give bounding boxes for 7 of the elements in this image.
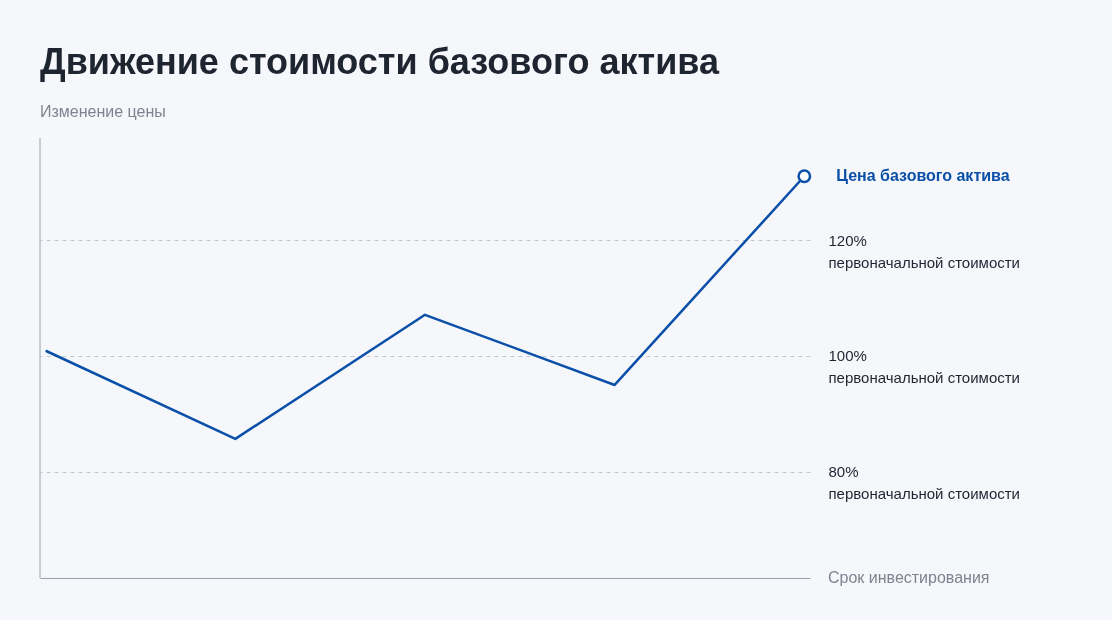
x-axis-title: Срок инвестирования	[828, 569, 990, 586]
chart-title: Движение стоимости базового актива	[40, 41, 720, 82]
series-label: Цена базового актива	[836, 167, 1010, 185]
y-tick-label: 120% первоначальной стоимости	[828, 231, 1020, 271]
y-tick-label: 100% первоначальной стоимости	[828, 347, 1020, 387]
y-tick-label: 80% первоначальной стоимости	[828, 463, 1020, 503]
y-axis-title: Изменение цены	[40, 103, 166, 120]
